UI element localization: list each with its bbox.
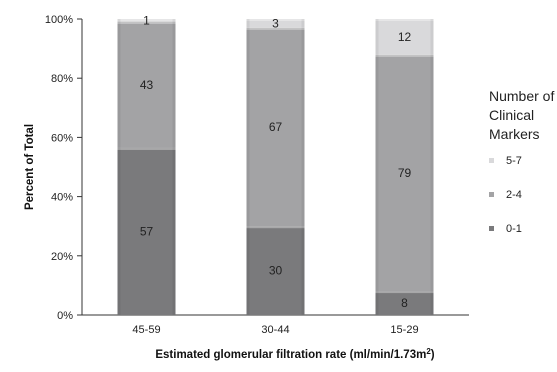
bar-segment-2-4-30-44 (246, 27, 305, 227)
bar-segment-2-4-45-59 (117, 21, 176, 148)
legend-label-2-4: 2-4 (506, 189, 522, 201)
data-label: 8 (401, 296, 408, 310)
data-label: 3 (272, 16, 279, 30)
legend-swatch-2-4 (489, 192, 494, 197)
legend-label-0-1: 0-1 (506, 223, 522, 235)
legend-title-line: Number of (489, 88, 554, 104)
bar-segment-highlight (117, 21, 176, 24)
legend: Number of Clinical Markers 5-7 2-4 0-1 (489, 88, 554, 235)
legend-swatch-0-1 (489, 226, 494, 231)
bar-segment-shade-left (246, 19, 250, 28)
bar-segment-shade-left (117, 19, 121, 22)
legend-title-line: Markers (489, 126, 540, 142)
bar-segment-shade-right (430, 19, 434, 55)
data-label: 67 (269, 120, 283, 134)
bar-segment-0-1-15-29 (375, 291, 434, 315)
data-label: 79 (398, 166, 412, 180)
bar-segment-0-1-45-59 (117, 147, 176, 315)
bar-segment-shade-right (430, 291, 434, 315)
bar-segment-shade-left (246, 226, 250, 315)
x-tick-label: 15-29 (390, 324, 418, 336)
bar-segment-shade-right (301, 27, 305, 227)
bar-segment-highlight (375, 291, 434, 294)
bar-segment-highlight (117, 147, 176, 150)
x-tick-label: 45-59 (132, 324, 160, 336)
y-tick-label: 80% (51, 73, 73, 85)
bar-segment-shade-right (301, 19, 305, 28)
bar-segment-shade-right (301, 226, 305, 315)
y-axis-title: Percent of Total (24, 124, 36, 210)
bar-segment-shade-right (430, 54, 434, 292)
data-label: 30 (269, 264, 283, 278)
y-tick-label: 100% (45, 14, 73, 26)
y-tick-label: 20% (51, 251, 73, 263)
data-label: 12 (398, 30, 412, 44)
bar-segment-highlight (375, 19, 434, 21)
bar-segment-shade-right (172, 147, 176, 315)
bar-segment-shade-right (172, 21, 176, 148)
bar-segment-highlight (246, 19, 305, 21)
bar-segment-shade-left (246, 27, 250, 227)
legend-swatch-5-7 (489, 158, 494, 163)
plot-area: 0% 20% 40% 60% 80% 100% 57 43 1 45-59 30 67 3 30-44 8 7… (45, 13, 469, 336)
y-tick-label: 0% (57, 310, 73, 322)
bar-segment-2-4-15-29 (375, 54, 434, 292)
data-label: 43 (140, 78, 154, 92)
bar-segment-highlight (246, 226, 305, 229)
bar-segment-5-7-45-59 (117, 19, 176, 22)
data-label: 57 (140, 224, 154, 238)
bar-segment-shade-left (117, 21, 121, 148)
bar-segment-shade-left (375, 19, 379, 55)
y-tick-label: 60% (51, 132, 73, 144)
bar-segment-shade-left (375, 291, 379, 315)
bar-segment-shade-right (172, 19, 176, 22)
bar-segment-highlight (117, 19, 176, 21)
bar-segment-5-7-30-44 (246, 19, 305, 28)
legend-title-line: Clinical (489, 107, 534, 123)
bar-segment-5-7-15-29 (375, 19, 434, 55)
y-tick-label: 40% (51, 192, 73, 204)
x-axis-title: Estimated glomerular filtration rate (ml… (155, 347, 434, 361)
bar-segment-shade-left (117, 147, 121, 315)
legend-label-5-7: 5-7 (506, 155, 522, 167)
data-label: 1 (143, 13, 150, 27)
bar-segment-highlight (246, 27, 305, 30)
bar-segment-0-1-30-44 (246, 226, 305, 315)
bar-segment-highlight (375, 54, 434, 57)
bar-segment-shade-left (375, 54, 379, 292)
x-tick-label: 30-44 (261, 324, 289, 336)
